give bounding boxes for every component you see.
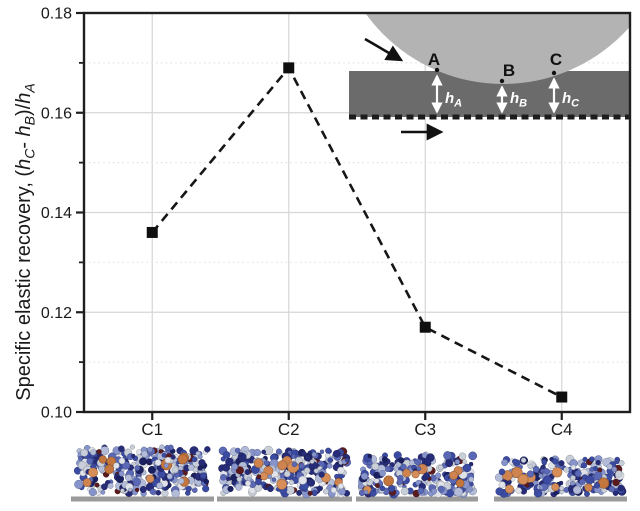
thumbnail-C1: [71, 444, 214, 502]
loading-arrow-icon: [364, 37, 404, 62]
contact-point-dot: [551, 70, 557, 76]
thumbnail-substrate: [494, 496, 627, 502]
axes: 0.10 0.12 0.14 0.16 0.18 C1 C2 C3 C4: [41, 6, 573, 440]
y-tick-label: 0.14: [41, 205, 72, 222]
x-tick-label: C2: [278, 420, 300, 439]
inset-point-label: B: [503, 61, 515, 80]
thumbnail-C2: [217, 445, 352, 502]
thumbnail-substrate: [356, 496, 478, 502]
data-point-C2: [283, 62, 295, 74]
data-point-C1: [146, 226, 158, 238]
y-axis-title: Specific elastic recovery, (hC​- hB​)/hA…: [13, 83, 38, 400]
thumbnail-C4: [494, 454, 627, 502]
y-tick-label: 0.18: [41, 6, 72, 23]
data-point-C4: [556, 391, 568, 403]
data-line-dashed: [151, 65, 563, 399]
data-series: [146, 62, 568, 403]
x-tick-label: C1: [141, 420, 163, 439]
inset-height-label: hC: [562, 90, 580, 110]
y-tick-label: 0.16: [41, 105, 72, 122]
contact-point-dot: [434, 67, 440, 73]
x-tick-label: C3: [414, 420, 436, 439]
thumbnail-substrate: [71, 496, 214, 502]
x-tick-label: C4: [551, 420, 573, 439]
inset-height-label: hA: [445, 90, 462, 110]
inset-point-label: A: [428, 50, 440, 69]
thumbnail-substrate: [217, 496, 352, 502]
inset-diagram: AhA BhB ChC: [349, 13, 630, 141]
inset-point-label: C: [550, 50, 562, 69]
data-point-C3: [419, 321, 431, 333]
inset-height-label: hB: [510, 90, 527, 110]
thumbnail-C3: [356, 451, 478, 502]
inset-indenter: [365, 13, 630, 84]
y-tick-label: 0.12: [41, 305, 72, 322]
y-tick-label: 0.10: [41, 405, 72, 422]
contact-point-dot: [499, 78, 505, 84]
